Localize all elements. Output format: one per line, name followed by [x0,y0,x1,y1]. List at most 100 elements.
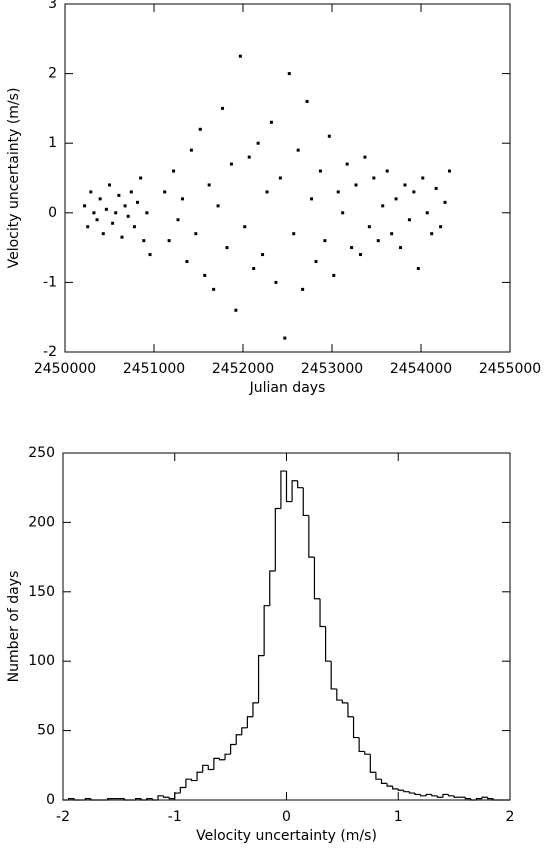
x-tick-label: 2450000 [34,361,96,377]
point [407,218,411,222]
point [354,183,358,187]
point [247,155,251,159]
histogram-bin [341,700,348,704]
point [269,120,273,124]
histogram-bin [425,793,432,796]
histogram-bin [151,798,158,801]
histogram-bin [470,798,477,801]
point [447,169,451,173]
histogram-bin [291,480,298,502]
histogram-bin [179,786,186,794]
histogram-bin [336,688,343,701]
histogram-bin [263,605,270,656]
y-tick-label: 0 [48,205,57,221]
point [412,190,416,194]
point [207,183,211,187]
point [148,253,152,257]
point [212,287,216,291]
histogram-bin [364,751,371,755]
point [341,211,345,215]
point [332,273,336,277]
histogram-bin [386,783,393,787]
point [350,246,354,250]
y-tick-label: 200 [28,514,55,530]
histogram-bin [475,798,483,800]
histogram-bin [67,798,75,800]
point [180,197,184,201]
histogram-bin [274,507,281,571]
point [145,211,149,215]
point [310,197,314,201]
x-tick-label: -1 [168,809,182,825]
histogram-bin [492,798,499,801]
histogram-bin [207,765,214,771]
point [376,239,380,243]
histogram-bin [252,702,259,717]
x-tick-label: 2452000 [212,361,274,377]
histogram-bin [90,798,97,801]
y-axis-label: Number of days [6,571,22,683]
histogram-bin [224,753,231,760]
plot-frame [62,452,511,801]
point [301,287,305,291]
point [216,204,220,208]
point [394,197,398,201]
histogram-bin [196,771,203,781]
point [189,148,193,152]
point [439,225,443,229]
histogram-bin [241,727,248,735]
point [390,232,394,236]
histogram-bin [302,487,309,517]
point [185,260,189,264]
point [399,246,403,250]
point [132,225,136,229]
histogram-bin [135,798,142,800]
point [142,239,146,243]
point [129,190,133,194]
point [221,106,225,110]
x-axis-label: Julian days [249,380,326,396]
point [163,190,167,194]
histogram-bin [162,795,170,798]
point [323,239,327,243]
histogram-bin [285,471,293,503]
point [123,204,127,208]
point [89,190,93,194]
histogram-bin [280,470,287,509]
point [443,200,447,204]
point [198,127,202,131]
histogram-bin [464,797,471,800]
histogram-bin [213,757,220,770]
point [252,266,256,270]
point [421,176,425,180]
x-tick-label: 2455000 [479,361,541,377]
histogram-bin [375,772,382,780]
histogram-bin [397,788,404,791]
histogram-bin [392,786,399,790]
histogram-bin [202,764,209,773]
point [92,211,96,215]
histogram-bin [218,758,226,761]
histogram-bin [230,743,237,755]
histogram-bin [408,791,416,794]
histogram-bin [185,778,192,788]
point [108,183,111,187]
histogram-bin [246,716,253,728]
point [265,190,269,194]
histogram-bin [431,794,438,797]
point [256,141,260,145]
point [126,214,130,218]
point [305,99,309,103]
point [385,169,389,173]
histogram-bin [257,655,265,703]
point [117,193,121,197]
point [363,155,367,159]
y-tick-label: 0 [46,792,55,808]
point [274,280,278,284]
point [194,232,198,236]
x-tick-label: 2451000 [123,361,185,377]
point [314,260,318,264]
y-tick-label: 2 [48,66,57,82]
histogram-bin [420,794,427,797]
